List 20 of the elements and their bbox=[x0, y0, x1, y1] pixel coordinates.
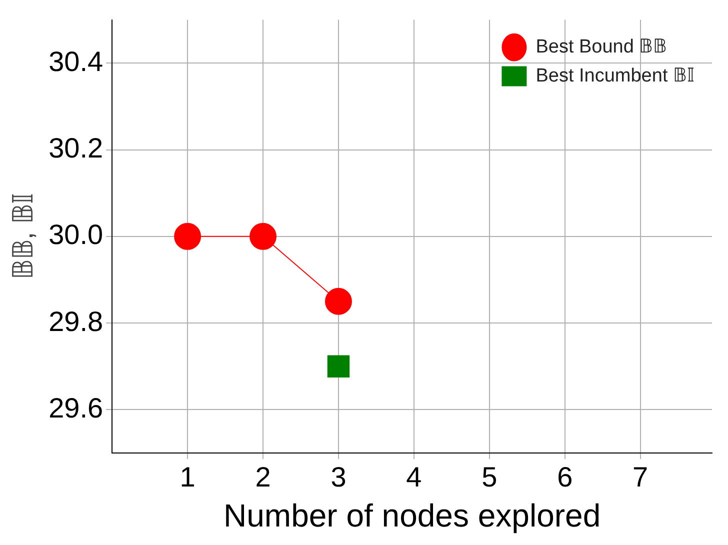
y-tick-label: 30.4 bbox=[48, 46, 104, 77]
y-tick-label: 30.0 bbox=[48, 219, 104, 250]
y-tick-label: 29.8 bbox=[48, 306, 104, 337]
x-tick-label: 5 bbox=[482, 462, 498, 493]
point bbox=[324, 288, 352, 315]
x-axis-title: Number of nodes explored bbox=[223, 498, 601, 534]
x-tick-label: 4 bbox=[406, 462, 422, 493]
y-tick-label: 29.6 bbox=[48, 392, 104, 424]
legend-label: Best Incumbent 𝔹𝕀 bbox=[536, 66, 694, 87]
x-tick-label: 3 bbox=[330, 462, 346, 493]
x-tick-label: 1 bbox=[180, 462, 196, 493]
x-tick-label: 6 bbox=[557, 462, 573, 493]
y-axis-title: 𝔹𝔹, 𝔹𝕀 bbox=[8, 193, 39, 280]
y-tick-label: 30.2 bbox=[48, 132, 104, 164]
x-tick-label: 2 bbox=[255, 462, 271, 493]
legend-label: Best Bound 𝔹𝔹 bbox=[536, 36, 668, 58]
x-tick-label: 7 bbox=[632, 462, 648, 493]
point bbox=[327, 355, 350, 378]
point bbox=[174, 222, 202, 250]
point bbox=[250, 222, 277, 250]
